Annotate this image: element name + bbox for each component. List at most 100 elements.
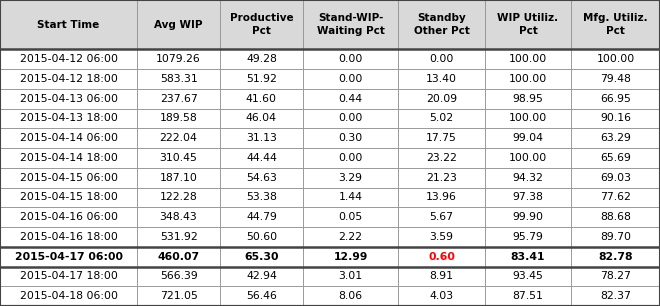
Bar [220, 49, 303, 69]
Bar [137, 49, 220, 69]
Text: 63.29: 63.29 [600, 133, 631, 143]
Bar [484, 89, 572, 109]
Bar [220, 89, 303, 109]
Text: 3.01: 3.01 [339, 271, 362, 282]
Bar [572, 247, 660, 267]
Bar [220, 267, 303, 286]
Text: 3.59: 3.59 [430, 232, 453, 242]
Text: 0.00: 0.00 [339, 54, 363, 64]
Text: 88.68: 88.68 [600, 212, 631, 222]
Text: 2015-04-13 18:00: 2015-04-13 18:00 [20, 114, 117, 123]
Bar [0, 227, 137, 247]
Bar [137, 286, 220, 306]
Text: 2015-04-12 06:00: 2015-04-12 06:00 [20, 54, 117, 64]
Bar [303, 49, 398, 69]
Bar [220, 168, 303, 188]
Text: 460.07: 460.07 [158, 252, 199, 262]
Bar [484, 227, 572, 247]
Text: 99.04: 99.04 [513, 133, 543, 143]
Text: 2015-04-15 06:00: 2015-04-15 06:00 [20, 173, 117, 183]
Text: 51.92: 51.92 [246, 74, 277, 84]
Bar [220, 247, 303, 267]
Bar [484, 247, 572, 267]
Text: 20.09: 20.09 [426, 94, 457, 104]
Bar [398, 128, 484, 148]
Bar [484, 109, 572, 128]
Text: 65.69: 65.69 [600, 153, 631, 163]
Bar [0, 69, 137, 89]
Bar [484, 0, 572, 49]
Text: 17.75: 17.75 [426, 133, 457, 143]
Text: 77.62: 77.62 [600, 192, 631, 203]
Bar [137, 69, 220, 89]
Text: 21.23: 21.23 [426, 173, 457, 183]
Bar [572, 109, 660, 128]
Text: 50.60: 50.60 [246, 232, 277, 242]
Bar [484, 207, 572, 227]
Text: 99.90: 99.90 [513, 212, 543, 222]
Bar [0, 0, 137, 49]
Bar [220, 128, 303, 148]
Text: 5.67: 5.67 [430, 212, 453, 222]
Text: 44.79: 44.79 [246, 212, 277, 222]
Text: 44.44: 44.44 [246, 153, 277, 163]
Text: 100.00: 100.00 [509, 74, 547, 84]
Text: 54.63: 54.63 [246, 173, 277, 183]
Bar [572, 148, 660, 168]
Bar [137, 188, 220, 207]
Bar [398, 0, 484, 49]
Bar [572, 188, 660, 207]
Text: 79.48: 79.48 [600, 74, 631, 84]
Bar [220, 109, 303, 128]
Bar [398, 227, 484, 247]
Bar [572, 207, 660, 227]
Bar [484, 49, 572, 69]
Text: 2015-04-14 18:00: 2015-04-14 18:00 [20, 153, 117, 163]
Text: 0.60: 0.60 [428, 252, 455, 262]
Text: 122.28: 122.28 [160, 192, 197, 203]
Bar [303, 89, 398, 109]
Bar [572, 168, 660, 188]
Text: 66.95: 66.95 [600, 94, 631, 104]
Text: 583.31: 583.31 [160, 74, 197, 84]
Bar [137, 148, 220, 168]
Text: Stand-WIP-
Waiting Pct: Stand-WIP- Waiting Pct [317, 13, 385, 36]
Bar [0, 267, 137, 286]
Bar [484, 148, 572, 168]
Text: 98.95: 98.95 [513, 94, 543, 104]
Text: 69.03: 69.03 [600, 173, 631, 183]
Bar [137, 247, 220, 267]
Text: 97.38: 97.38 [513, 192, 543, 203]
Text: 65.30: 65.30 [244, 252, 279, 262]
Bar [0, 247, 137, 267]
Text: 187.10: 187.10 [160, 173, 197, 183]
Bar [303, 188, 398, 207]
Bar [572, 227, 660, 247]
Text: 237.67: 237.67 [160, 94, 197, 104]
Text: 0.00: 0.00 [339, 114, 363, 123]
Text: 2015-04-17 06:00: 2015-04-17 06:00 [15, 252, 123, 262]
Text: 0.00: 0.00 [429, 54, 453, 64]
Bar [484, 168, 572, 188]
Text: 53.38: 53.38 [246, 192, 277, 203]
Text: 8.06: 8.06 [339, 291, 362, 301]
Text: 531.92: 531.92 [160, 232, 197, 242]
Bar [303, 207, 398, 227]
Text: 78.27: 78.27 [600, 271, 631, 282]
Bar [303, 0, 398, 49]
Text: 0.30: 0.30 [339, 133, 362, 143]
Bar [398, 188, 484, 207]
Bar [220, 69, 303, 89]
Text: 89.70: 89.70 [600, 232, 631, 242]
Text: Standby
Other Pct: Standby Other Pct [414, 13, 469, 36]
Bar [398, 148, 484, 168]
Bar [303, 267, 398, 286]
Bar [398, 89, 484, 109]
Bar [0, 49, 137, 69]
Text: 46.04: 46.04 [246, 114, 277, 123]
Text: 2.22: 2.22 [339, 232, 362, 242]
Text: 95.79: 95.79 [513, 232, 543, 242]
Text: 189.58: 189.58 [160, 114, 197, 123]
Text: 0.44: 0.44 [339, 94, 362, 104]
Bar [398, 286, 484, 306]
